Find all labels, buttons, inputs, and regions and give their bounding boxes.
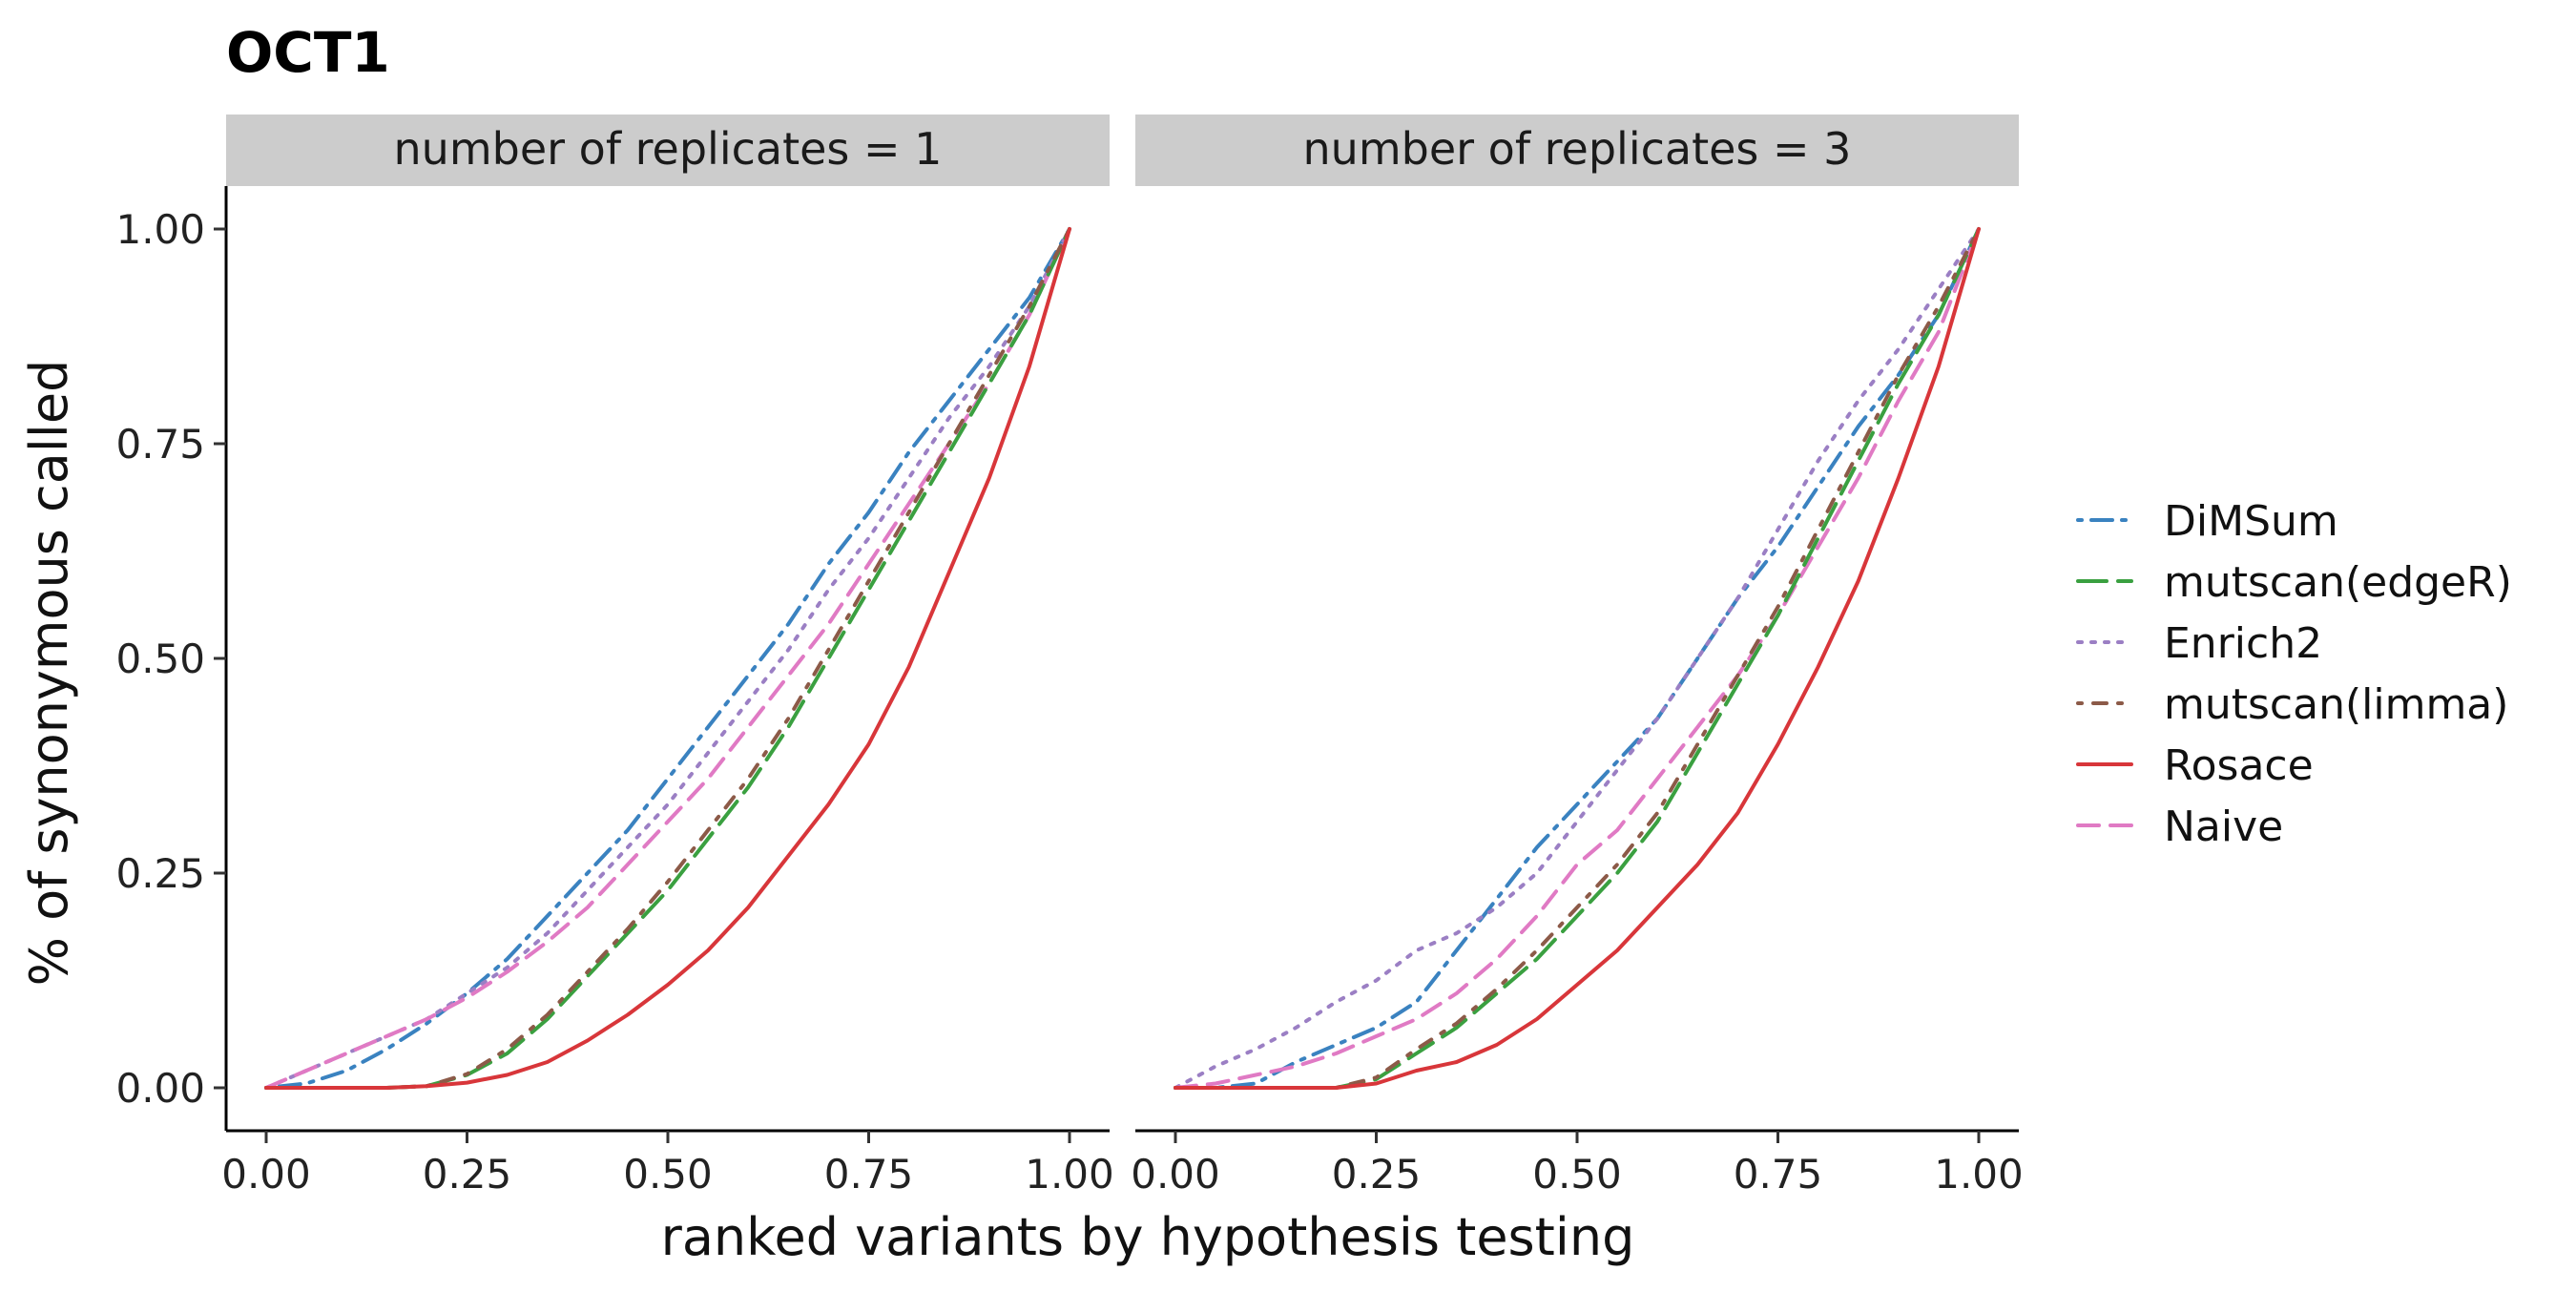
x-tick-label: 0.50 <box>623 1151 713 1198</box>
y-tick-label: 0.75 <box>115 421 205 468</box>
y-tick-label: 0.25 <box>115 850 205 897</box>
legend-label: DiMSum <box>2164 497 2338 546</box>
series-line-rosace <box>264 227 1071 1090</box>
series-line-dimsum <box>1174 227 1981 1090</box>
y-tick-label: 0.50 <box>115 636 205 682</box>
panels: number of replicates = 1 0.00 0.25 0.50 0.75… <box>115 115 2024 1198</box>
series-line-naive <box>1174 227 1981 1090</box>
series-line-mutscan-limma <box>264 227 1071 1090</box>
x-tick-label: 0.75 <box>1734 1151 1823 1198</box>
facet-strip-label: number of replicates = 3 <box>1303 123 1852 175</box>
legend-label: Rosace <box>2164 741 2314 790</box>
x-tick-label: 0.00 <box>221 1151 311 1198</box>
x-axis-title: ranked variants by hypothesis testing <box>661 1207 1635 1267</box>
chart-title: OCT1 <box>226 20 390 85</box>
legend-label: mutscan(edgeR) <box>2164 558 2512 607</box>
legend-item: mutscan(limma) <box>2076 680 2508 729</box>
legend-label: mutscan(limma) <box>2164 680 2508 729</box>
series-line-enrich2 <box>1174 227 1981 1090</box>
panel-1: number of replicates = 1 0.00 0.25 0.50 0.75… <box>115 115 1114 1198</box>
x-tick-label: 0.25 <box>1332 1151 1422 1198</box>
legend-item: mutscan(edgeR) <box>2076 558 2512 607</box>
x-tick-label: 0.50 <box>1532 1151 1622 1198</box>
x-tick-label: 1.00 <box>1934 1151 2024 1198</box>
series-line-naive <box>264 227 1071 1090</box>
y-axis-title: % of synonymous called <box>19 360 79 987</box>
legend: DiMSum mutscan(edgeR) Enrich2 mutscan(limma… <box>2076 497 2512 851</box>
facet-strip <box>1135 115 2019 186</box>
y-tick-label: 1.00 <box>115 206 205 253</box>
series-line-enrich2 <box>264 227 1071 1090</box>
series-line-rosace <box>1174 227 1981 1090</box>
x-tick-label: 0.25 <box>423 1151 512 1198</box>
series-line-mutscan-edger <box>1174 227 1981 1090</box>
panel-2: number of replicates = 3 0.00 0.25 0.50 0.75… <box>1131 115 2024 1198</box>
y-tick-label: 0.00 <box>115 1065 205 1112</box>
series-line-dimsum <box>264 227 1071 1090</box>
series-line-mutscan-limma <box>1174 227 1981 1090</box>
x-tick-label: 0.75 <box>824 1151 914 1198</box>
facet-strip <box>226 115 1110 186</box>
legend-item: Naive <box>2076 802 2283 851</box>
legend-item: DiMSum <box>2076 497 2338 546</box>
legend-item: Rosace <box>2076 741 2314 790</box>
legend-label: Enrich2 <box>2164 619 2322 668</box>
x-tick-label: 1.00 <box>1025 1151 1114 1198</box>
legend-label: Naive <box>2164 802 2283 851</box>
x-tick-label: 0.00 <box>1131 1151 1220 1198</box>
legend-item: Enrich2 <box>2076 619 2322 668</box>
facet-strip-label: number of replicates = 1 <box>394 123 943 175</box>
series-line-mutscan-edger <box>264 227 1071 1090</box>
